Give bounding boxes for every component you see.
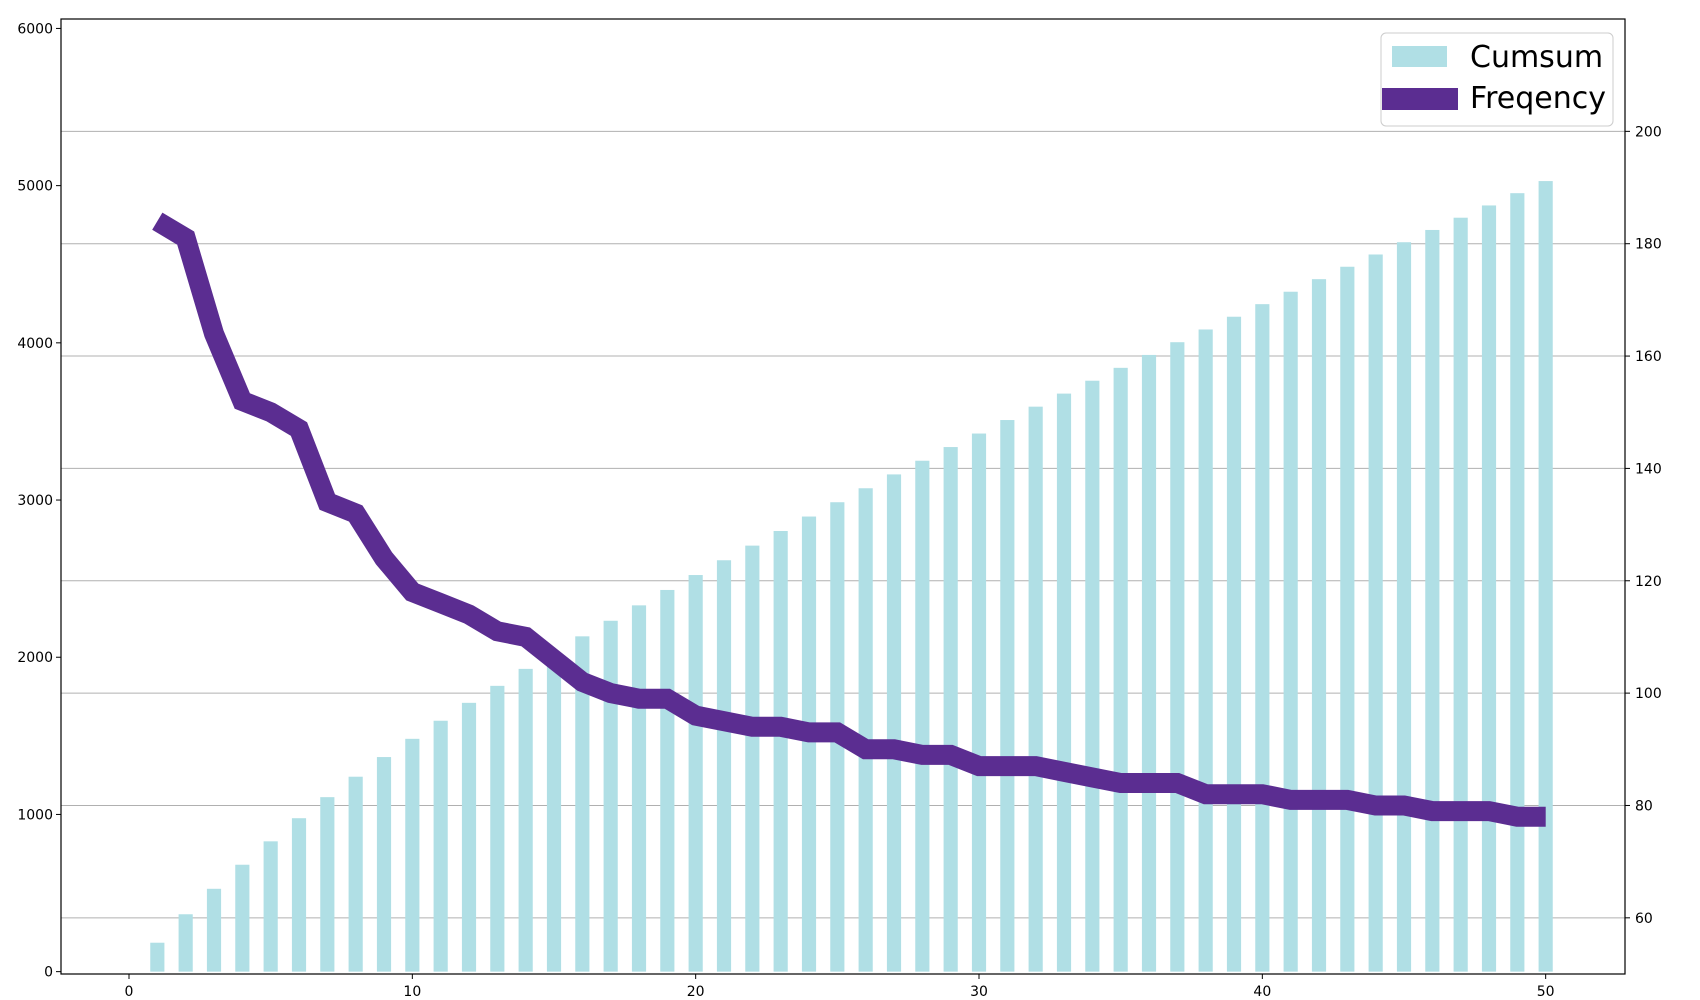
y-right-tick-label: 60 xyxy=(1635,911,1653,927)
y-right-tick-label: 180 xyxy=(1635,237,1662,253)
bar xyxy=(1453,217,1468,972)
x-tick-label: 50 xyxy=(1537,984,1555,1000)
bar xyxy=(518,668,533,972)
bar xyxy=(773,531,788,972)
bar xyxy=(376,757,392,972)
bar xyxy=(1283,291,1298,972)
y-right-tick-label: 80 xyxy=(1635,798,1653,814)
bar xyxy=(915,460,930,972)
bar xyxy=(603,620,618,972)
y-right-tick-label: 140 xyxy=(1635,461,1662,477)
x-tick-label: 20 xyxy=(687,984,705,1000)
bar xyxy=(886,474,902,972)
legend-swatch-cumsum xyxy=(1392,46,1447,67)
y-left-tick-label: 2000 xyxy=(17,650,53,666)
bar xyxy=(631,605,647,972)
bar xyxy=(660,589,675,972)
legend-swatch-freqency xyxy=(1382,88,1458,110)
bar xyxy=(745,545,760,972)
bar xyxy=(263,841,278,972)
bar xyxy=(1170,342,1185,972)
bar xyxy=(1510,193,1525,972)
bar xyxy=(178,914,193,972)
bar xyxy=(1425,229,1440,972)
plot-frame xyxy=(60,18,1626,975)
bar xyxy=(461,702,477,972)
bar xyxy=(1198,329,1213,972)
bar xyxy=(1340,266,1355,972)
bar xyxy=(235,864,250,972)
y-left-tick-label: 4000 xyxy=(17,336,53,352)
bar xyxy=(1226,316,1242,972)
y-left-tick-label: 5000 xyxy=(17,179,53,195)
x-tick-label: 0 xyxy=(125,984,134,1000)
bar xyxy=(1113,367,1128,972)
bar xyxy=(1085,380,1100,972)
bar xyxy=(688,575,703,972)
bar xyxy=(433,720,448,972)
y-right-tick-label: 100 xyxy=(1635,686,1662,702)
bar xyxy=(206,888,222,972)
bar xyxy=(1311,279,1327,972)
bar xyxy=(801,516,817,972)
bar xyxy=(490,685,505,972)
bar xyxy=(716,560,732,972)
bar xyxy=(546,652,562,972)
bar xyxy=(1056,393,1072,972)
bar xyxy=(1028,406,1043,972)
bar xyxy=(1481,205,1497,972)
bar xyxy=(150,942,165,972)
bar xyxy=(1368,254,1383,972)
x-tick-label: 30 xyxy=(970,984,988,1000)
bar xyxy=(858,488,873,972)
bar xyxy=(1141,354,1157,972)
bar xyxy=(1538,181,1553,972)
y-left-tick-label: 6000 xyxy=(17,21,53,37)
bar xyxy=(1000,420,1015,972)
legend-label-freqency: Freqency xyxy=(1470,81,1606,116)
bar xyxy=(320,797,335,972)
bar xyxy=(943,447,958,972)
x-tick-label: 40 xyxy=(1253,984,1271,1000)
y-right-tick-label: 160 xyxy=(1635,349,1662,365)
bar xyxy=(348,776,363,972)
bar xyxy=(291,818,307,972)
series-line-freqency xyxy=(152,212,1546,827)
x-tick-label: 10 xyxy=(403,984,421,1000)
y-left-tick-label: 1000 xyxy=(17,807,53,823)
y-right-tick-label: 200 xyxy=(1635,124,1662,140)
y-left-tick-label: 0 xyxy=(44,965,53,981)
legend-label-cumsum: Cumsum xyxy=(1470,40,1603,75)
bar xyxy=(971,433,987,972)
y-right-tick-label: 120 xyxy=(1635,574,1662,590)
bar xyxy=(1396,242,1412,972)
bar xyxy=(405,738,420,972)
bar xyxy=(1255,304,1270,972)
bar xyxy=(575,636,590,972)
y-left-tick-label: 3000 xyxy=(17,493,53,509)
